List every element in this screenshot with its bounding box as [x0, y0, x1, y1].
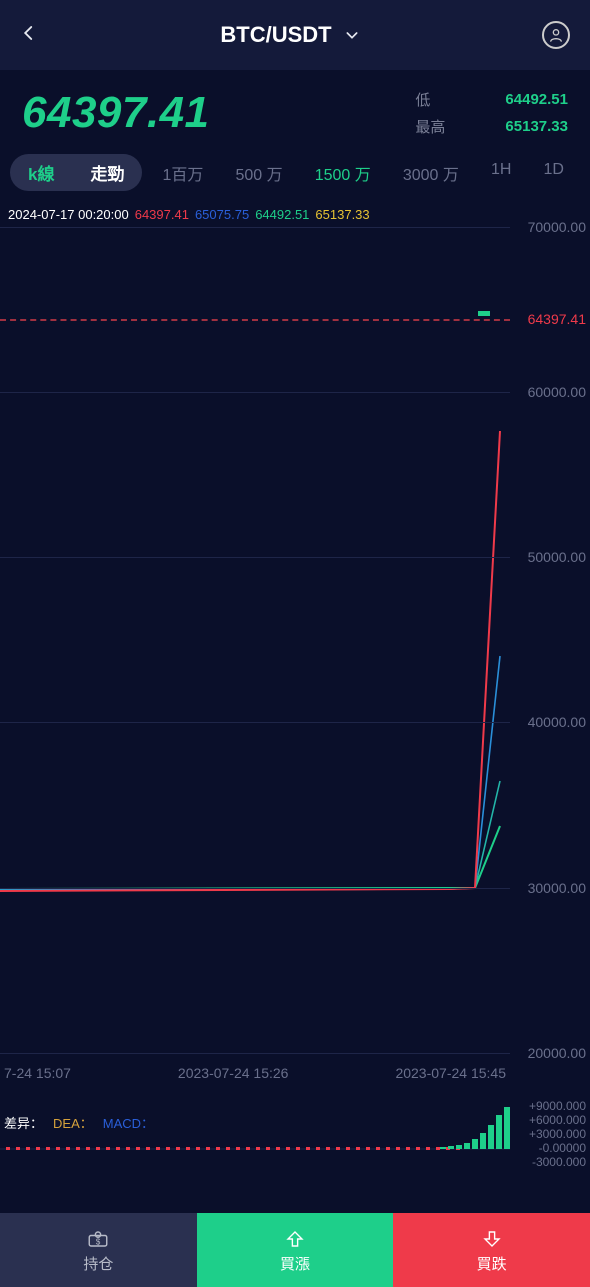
chevron-down-icon: [344, 27, 360, 43]
tf-3000[interactable]: 3000 万: [397, 157, 465, 189]
macd-panel[interactable]: 差异： DEA： MACD： +9000.000+6000.000+3000.0…: [0, 1101, 590, 1173]
y-axis-label: 70000.00: [528, 219, 586, 235]
positions-button[interactable]: $ 持仓: [0, 1213, 197, 1287]
segment-kline[interactable]: k線: [10, 154, 72, 191]
current-price-line: [0, 319, 510, 321]
grid-line: [0, 227, 510, 228]
positions-icon: $: [84, 1227, 112, 1251]
svg-text:$: $: [96, 1237, 101, 1246]
buy-down-label: 買跌: [477, 1253, 507, 1274]
timeframe-list: 1百万 500 万 1500 万 3000 万 1H 1D: [146, 157, 580, 189]
x-axis-label: 2023-07-24 15:45: [395, 1065, 506, 1081]
account-button[interactable]: [542, 21, 570, 49]
chart-canvas: [0, 201, 510, 1071]
pair-label: BTC/USDT: [220, 22, 331, 48]
pair-selector[interactable]: BTC/USDT: [220, 22, 359, 48]
header-bar: BTC/USDT: [0, 0, 590, 70]
user-icon: [548, 27, 564, 43]
x-axis-label: 2023-07-24 15:26: [178, 1065, 289, 1081]
y-axis-label: 30000.00: [528, 880, 586, 896]
y-axis-label: 40000.00: [528, 714, 586, 730]
price-summary: 64397.41 低 64492.51 最高 65137.33: [0, 70, 590, 144]
positions-label: 持仓: [83, 1253, 113, 1274]
low-high-block: 低 64492.51 最高 65137.33: [415, 89, 568, 137]
segment-trend[interactable]: 走勁: [72, 154, 142, 191]
macd-y-label: +3000.000: [529, 1127, 586, 1141]
buy-down-button[interactable]: 買跌: [393, 1213, 590, 1287]
macd-y-label: +6000.000: [529, 1113, 586, 1127]
grid-line: [0, 888, 510, 889]
tab-row: k線 走勁 1百万 500 万 1500 万 3000 万 1H 1D: [0, 144, 590, 201]
tf-1500[interactable]: 1500 万: [309, 157, 377, 189]
current-price: 64397.41: [22, 88, 415, 138]
arrow-up-icon: [281, 1227, 309, 1251]
current-price-axis-label: 64397.41: [528, 311, 586, 327]
x-axis-label: 7-24 15:07: [4, 1065, 71, 1081]
y-axis-label: 20000.00: [528, 1045, 586, 1061]
price-chart[interactable]: 2024-07-17 00:20:00 64397.41 65075.75 64…: [0, 201, 590, 1097]
grid-line: [0, 722, 510, 723]
y-axis-label: 50000.00: [528, 549, 586, 565]
tf-1d[interactable]: 1D: [538, 157, 570, 189]
buy-up-label: 買漲: [280, 1253, 310, 1274]
high-value: 65137.33: [505, 118, 568, 135]
arrow-down-icon: [478, 1227, 506, 1251]
tf-1m[interactable]: 1百万: [157, 157, 210, 189]
bottom-action-bar: $ 持仓 買漲 買跌: [0, 1213, 590, 1287]
macd-y-label: +9000.000: [529, 1099, 586, 1113]
x-axis-labels: 7-24 15:07 2023-07-24 15:26 2023-07-24 15:…: [0, 1065, 510, 1081]
back-button[interactable]: [20, 24, 38, 47]
low-value: 64492.51: [505, 91, 568, 108]
high-label: 最高: [415, 116, 445, 137]
macd-y-label: -0.00000: [539, 1141, 586, 1155]
buy-up-button[interactable]: 買漲: [197, 1213, 394, 1287]
y-axis-label: 60000.00: [528, 384, 586, 400]
chevron-left-icon: [20, 24, 38, 42]
chart-mode-segment: k線 走勁: [10, 154, 142, 191]
macd-canvas: [0, 1101, 510, 1173]
tf-500[interactable]: 500 万: [229, 157, 288, 189]
macd-y-label: -3000.000: [532, 1155, 586, 1169]
grid-line: [0, 557, 510, 558]
low-label: 低: [415, 89, 445, 110]
tf-1h[interactable]: 1H: [485, 157, 517, 189]
grid-line: [0, 1053, 510, 1054]
grid-line: [0, 392, 510, 393]
spacer: [0, 1173, 590, 1213]
